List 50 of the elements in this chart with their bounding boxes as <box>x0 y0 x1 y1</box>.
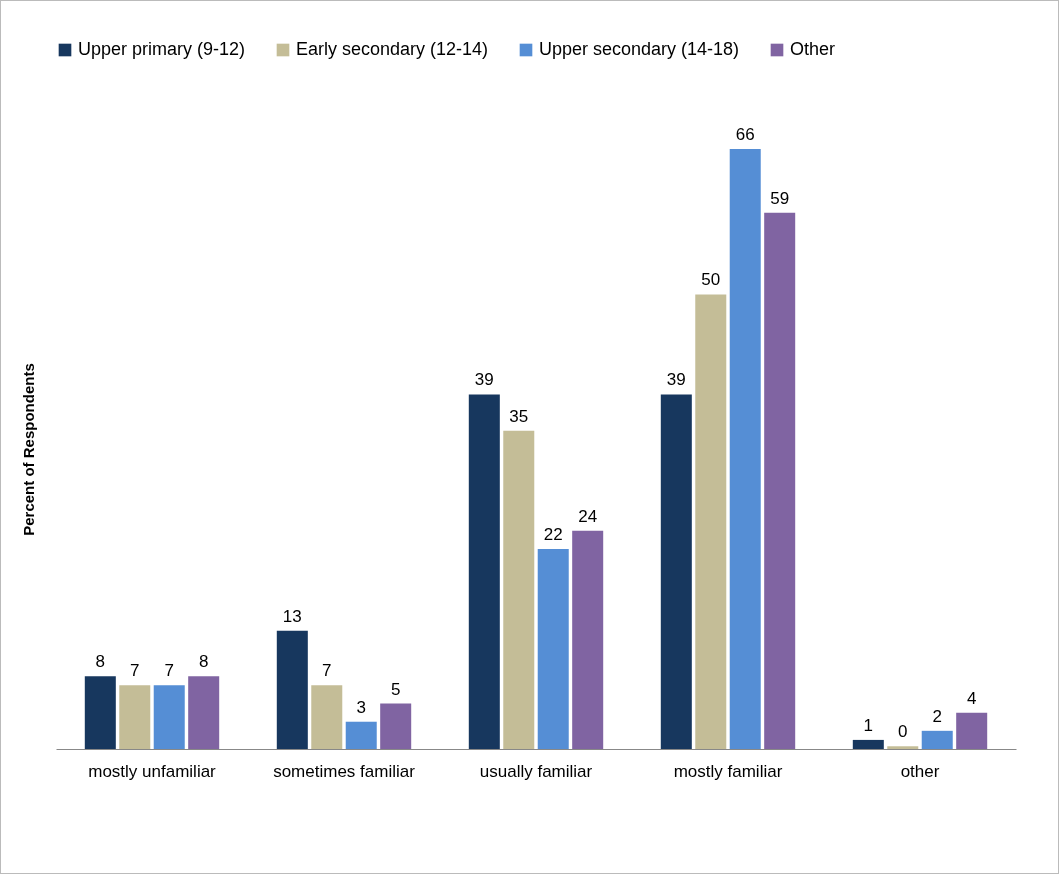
bar <box>345 721 377 749</box>
bar <box>695 294 727 749</box>
bar <box>119 685 151 749</box>
data-label: 7 <box>164 661 174 681</box>
bar <box>503 430 535 749</box>
x-tick-label: mostly unfamiliar <box>88 761 217 781</box>
legend-label: Other <box>790 39 836 59</box>
x-tick-label: other <box>900 761 940 781</box>
legend-label: Upper secondary (14-18) <box>539 39 740 59</box>
data-label: 0 <box>898 722 908 742</box>
x-tick-label: sometimes familiar <box>273 761 416 781</box>
data-label: 8 <box>198 652 209 672</box>
bar <box>887 746 919 749</box>
legend-label: Early secondary (12-14) <box>296 39 489 59</box>
data-label: 22 <box>543 525 563 544</box>
data-label: 39 <box>474 370 494 390</box>
bar <box>764 212 796 749</box>
data-label: 2 <box>932 706 942 726</box>
bar <box>729 149 761 749</box>
bar <box>380 703 412 749</box>
data-label: 7 <box>130 661 140 681</box>
bar <box>537 549 569 749</box>
data-label: 7 <box>322 661 332 681</box>
x-tick-label: mostly familiar <box>673 761 783 781</box>
data-label: 39 <box>666 370 686 390</box>
data-label: 8 <box>95 652 106 672</box>
bar <box>276 630 308 749</box>
data-label: 24 <box>578 506 598 526</box>
data-label: 35 <box>509 406 529 426</box>
data-label: 50 <box>701 270 721 290</box>
bar <box>188 676 220 749</box>
bar <box>956 712 988 749</box>
data-label: 13 <box>282 606 302 626</box>
bar <box>311 685 343 749</box>
data-label: 1 <box>863 715 874 735</box>
bar <box>468 394 500 749</box>
bar <box>153 685 185 749</box>
data-label: 5 <box>390 679 401 699</box>
y-axis-title: Percent of Respondents <box>19 363 37 536</box>
data-label: 59 <box>770 188 790 208</box>
bar <box>660 394 692 749</box>
bar <box>84 676 116 749</box>
data-label: 3 <box>356 697 366 717</box>
data-label: 66 <box>735 125 755 144</box>
bar <box>852 739 884 749</box>
x-tick-label: usually familiar <box>479 761 593 781</box>
bar <box>921 730 953 749</box>
data-label: 4 <box>966 688 977 708</box>
bar <box>572 530 604 749</box>
legend-label: Upper primary (9-12) <box>78 39 246 59</box>
